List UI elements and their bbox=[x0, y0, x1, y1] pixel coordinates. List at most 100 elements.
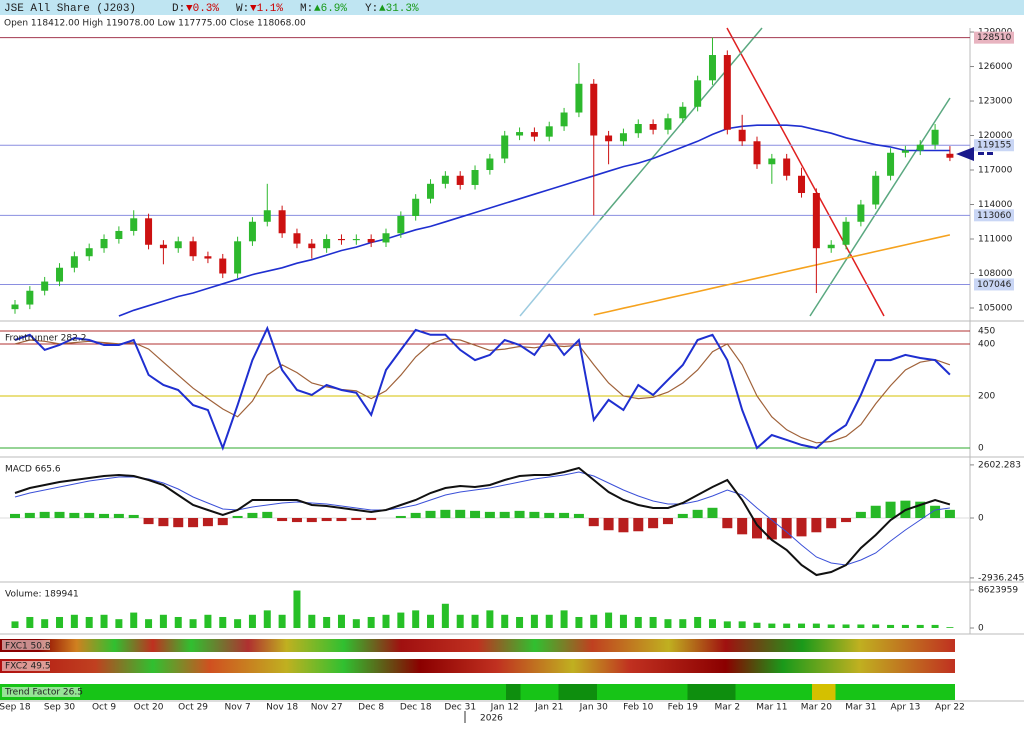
volume-bar bbox=[115, 619, 123, 628]
candle-body bbox=[783, 158, 791, 176]
candle-body bbox=[931, 129, 939, 145]
candle-body bbox=[723, 55, 731, 130]
y-tick-label: -2936.245 bbox=[978, 573, 1024, 583]
volume-bar bbox=[293, 590, 301, 628]
candle-body bbox=[41, 281, 49, 291]
histogram-bar bbox=[84, 512, 95, 518]
y-tick-label: 400 bbox=[978, 339, 995, 349]
panel-frame bbox=[0, 28, 1024, 702]
volume-bar bbox=[41, 619, 49, 628]
volume-bar bbox=[308, 614, 316, 628]
x-tick-label: Mar 11 bbox=[756, 703, 787, 713]
histogram-bar bbox=[841, 518, 852, 523]
histogram-bar bbox=[811, 518, 822, 533]
volume-bar bbox=[931, 624, 939, 628]
candle-body bbox=[382, 233, 390, 243]
histogram-bar bbox=[470, 510, 481, 518]
y-tick-label: 2602.283 bbox=[978, 460, 1021, 470]
volume-bar bbox=[189, 619, 197, 628]
candle-body bbox=[560, 112, 568, 127]
volume-bar bbox=[798, 623, 806, 628]
volume-bar bbox=[471, 614, 479, 628]
histogram-bar bbox=[752, 518, 762, 539]
candle-body bbox=[649, 124, 657, 130]
candle-body bbox=[204, 256, 212, 259]
y-tick-label: 450 bbox=[978, 326, 995, 336]
label-bg bbox=[2, 687, 80, 697]
volume-bar bbox=[234, 619, 242, 628]
level-label: 128510 bbox=[977, 33, 1012, 43]
level-box bbox=[974, 31, 1014, 44]
volume-bar bbox=[456, 614, 464, 628]
label-bg bbox=[2, 661, 50, 671]
histogram-bar bbox=[885, 501, 896, 518]
candle-body bbox=[234, 241, 242, 274]
volume-bar bbox=[634, 616, 642, 628]
series-line bbox=[593, 234, 951, 316]
histogram-bar bbox=[648, 518, 659, 529]
volume-bar bbox=[708, 619, 716, 628]
y-tick-label: 0 bbox=[978, 443, 984, 453]
candle-body bbox=[798, 175, 806, 194]
histogram-bar bbox=[559, 512, 570, 518]
change-label: D: bbox=[172, 3, 185, 15]
volume-bar bbox=[723, 621, 731, 628]
panel-title: Volume: 189941 bbox=[5, 590, 79, 600]
change-label: W: bbox=[236, 3, 249, 15]
level-label: 107046 bbox=[977, 280, 1012, 290]
candle-body bbox=[308, 243, 316, 249]
histogram-bar bbox=[173, 518, 184, 528]
volume-bar bbox=[916, 624, 924, 628]
histogram-bar bbox=[737, 518, 748, 535]
histogram-bar bbox=[54, 511, 65, 518]
candle-body bbox=[337, 239, 345, 241]
volume-bar bbox=[530, 614, 538, 628]
change-label: Y: bbox=[365, 3, 378, 15]
candle-body bbox=[753, 141, 761, 165]
candle-body bbox=[26, 290, 34, 305]
volume-bar bbox=[501, 614, 509, 628]
volume-bar bbox=[382, 614, 390, 628]
strip-label: FXC1 50.8 bbox=[5, 642, 51, 652]
level-label: 119155 bbox=[977, 141, 1011, 151]
candle-body bbox=[441, 175, 449, 184]
x-tick-label: Mar 20 bbox=[801, 703, 833, 713]
volume-bar bbox=[872, 624, 880, 628]
candle-body bbox=[248, 221, 256, 242]
histogram-bar bbox=[707, 507, 718, 518]
level-box bbox=[974, 139, 1014, 152]
volume-bar bbox=[26, 616, 34, 628]
x-tick-label: Nov 27 bbox=[311, 703, 343, 713]
volume-bar bbox=[590, 614, 598, 628]
histogram-bar bbox=[915, 501, 926, 518]
histogram-bar bbox=[722, 518, 733, 529]
histogram-bar bbox=[588, 518, 599, 527]
x-tick-label: Sep 18 bbox=[0, 703, 31, 713]
candle-body bbox=[664, 118, 672, 130]
volume-bar bbox=[159, 614, 167, 628]
histogram-bar bbox=[603, 518, 614, 531]
x-tick-label: Apr 13 bbox=[890, 703, 920, 713]
change-value: ▲6.9% bbox=[314, 3, 347, 15]
volume-bar bbox=[397, 612, 405, 628]
candle-body bbox=[130, 218, 138, 231]
volume-bar bbox=[352, 619, 360, 628]
volume-bar bbox=[679, 619, 687, 628]
histogram-bar bbox=[202, 518, 213, 527]
volume-bar bbox=[412, 610, 420, 628]
x-tick-label: Apr 22 bbox=[935, 703, 965, 713]
x-tick-label: Nov 7 bbox=[225, 703, 251, 713]
volume-bar bbox=[427, 614, 435, 628]
change-value: ▲31.3% bbox=[379, 3, 419, 15]
series-line bbox=[14, 338, 951, 444]
volume-bar bbox=[545, 614, 553, 628]
fxc1-strip bbox=[0, 639, 955, 652]
symbol-title: JSE All Share (J203) bbox=[4, 3, 136, 15]
volume-bar bbox=[901, 624, 909, 628]
histogram-bar bbox=[410, 512, 421, 518]
histogram-bar bbox=[395, 515, 406, 518]
year-label: 2026 bbox=[480, 714, 503, 724]
candle-body bbox=[159, 244, 167, 249]
volume-bar bbox=[619, 614, 627, 628]
histogram-bar bbox=[232, 515, 243, 518]
